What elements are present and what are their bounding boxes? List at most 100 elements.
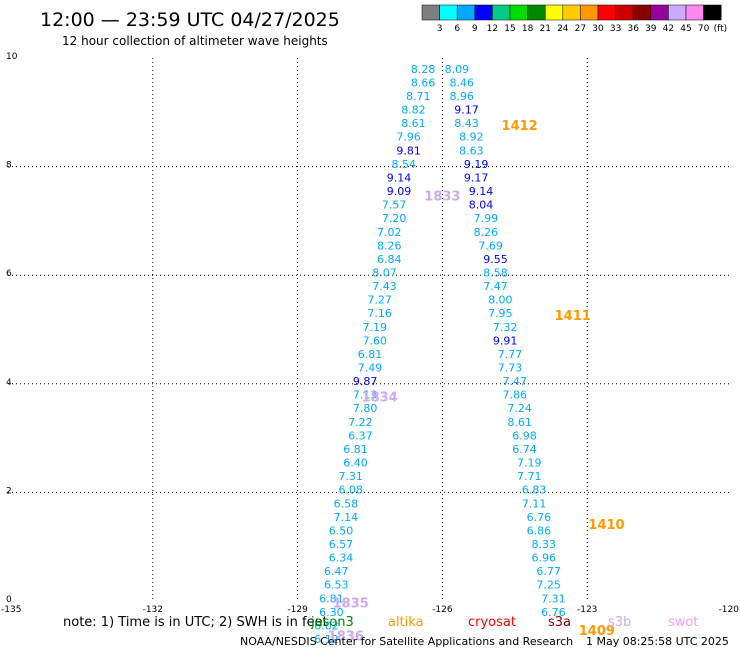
y-tick-label: 0	[6, 595, 12, 605]
scale-swatch	[650, 4, 669, 21]
scale-swatch	[632, 4, 652, 21]
wave-height-point: 7.77	[498, 348, 523, 361]
wave-height-point: 6.76	[541, 606, 566, 619]
wave-height-point: 8.33	[532, 538, 557, 551]
scale-swatch	[439, 4, 458, 21]
wave-height-point: 6.81	[358, 348, 383, 361]
scale-swatch	[492, 4, 511, 21]
wave-height-point: 8.66	[411, 76, 436, 89]
wave-height-point: 6.74	[512, 443, 537, 456]
wave-height-point: 7.22	[348, 416, 373, 429]
scale-label: 21	[539, 24, 550, 34]
scale-label: 15	[504, 24, 515, 34]
wave-height-point: 8.61	[507, 416, 532, 429]
wave-height-point: 6.84	[377, 253, 402, 266]
scale-swatch	[615, 4, 634, 21]
wave-height-point: 7.25	[536, 579, 561, 592]
wave-height-point: 7.32	[493, 321, 518, 334]
scale-label: 45	[680, 24, 691, 34]
scale-label: 6	[454, 24, 460, 34]
satellite-legend-s3a: s3a	[548, 615, 571, 630]
scale-label: 33	[610, 24, 621, 34]
timestamp-text: 1 May 08:25:58 UTC 2025	[586, 635, 729, 648]
wave-height-point: 7.11	[522, 497, 547, 510]
pass-label: 1410	[588, 518, 624, 533]
wave-height-point: 8.46	[449, 76, 474, 89]
wave-height-point: 7.24	[507, 402, 532, 415]
wave-height-point: 8.26	[377, 239, 402, 252]
scale-swatch	[685, 4, 704, 21]
wave-height-point: 6.53	[324, 579, 349, 592]
wave-height-point: 6.76	[527, 511, 552, 524]
wave-height-point: 8.71	[406, 90, 431, 103]
scale-label: 39	[645, 24, 657, 34]
wave-height-point: 6.50	[329, 524, 354, 537]
wave-height-point: 8.58	[483, 266, 508, 279]
scale-label: 27	[575, 24, 586, 34]
wave-height-point: 7.19	[517, 457, 542, 470]
wave-height-point: 7.47	[503, 375, 528, 388]
scale-swatch	[474, 4, 493, 21]
y-tick-label: 4	[6, 378, 12, 388]
wave-height-point: 7.47	[483, 280, 508, 293]
wave-height-point: 8.61	[401, 117, 426, 130]
wave-height-point: 8.00	[488, 294, 513, 307]
wave-height-point: 9.87	[353, 375, 378, 388]
wave-height-point: 7.27	[367, 294, 392, 307]
wave-height-point: 7.02	[377, 226, 402, 239]
scale-label: 70	[698, 24, 710, 34]
chart-title: 12:00 — 23:59 UTC 04/27/2025	[40, 9, 340, 31]
wave-height-point: 6.81	[343, 443, 368, 456]
wave-height-point: 7.99	[474, 212, 499, 225]
wave-height-point: 6.83	[522, 484, 547, 497]
data-points: 8.288.668.718.828.617.969.818.549.149.09…	[314, 63, 565, 646]
wave-height-point: 7.80	[353, 402, 378, 415]
scale-swatch	[703, 4, 722, 21]
wave-height-point: 9.55	[483, 253, 508, 266]
wave-height-point: 7.20	[382, 212, 407, 225]
grid	[8, 58, 732, 601]
scale-label: 42	[663, 24, 674, 34]
wave-height-point: 7.73	[498, 362, 523, 375]
x-tick-label: -123	[577, 605, 597, 615]
wave-height-point: 8.26	[474, 226, 499, 239]
satellite-legend-altika: altika	[388, 615, 424, 630]
wave-height-point: 8.04	[469, 199, 494, 212]
x-tick-label: -129	[287, 605, 308, 615]
pass-label: 1835	[333, 597, 369, 612]
wave-height-point: 6.30	[319, 606, 344, 619]
scale-swatch	[544, 4, 564, 21]
wave-height-point: 6.37	[348, 429, 373, 442]
wave-height-point: 6.77	[536, 565, 561, 578]
scale-label: 18	[522, 24, 534, 34]
wave-height-point: 9.14	[469, 185, 494, 198]
wave-height-point: 6.08	[338, 484, 363, 497]
wave-height-point: 9.91	[493, 334, 518, 347]
pass-label: 1411	[555, 309, 591, 324]
wave-height-point: 8.63	[459, 144, 484, 157]
scale-swatch	[597, 4, 616, 21]
x-tick-label: -120	[719, 605, 740, 615]
color-scale-legend: 3 6 9 12 15 18 21 24 27 30 33 36 39 42 45 70 (ft)	[421, 4, 728, 34]
pass-label: 1409	[579, 624, 615, 639]
scale-unit: (ft)	[714, 24, 728, 34]
scale-swatch	[456, 4, 476, 21]
wave-height-point: 6.34	[329, 552, 354, 565]
scale-label: 12	[487, 24, 498, 34]
wave-height-point: 6.47	[324, 565, 349, 578]
scale-label: 9	[472, 24, 478, 34]
wave-height-point: 7.71	[517, 470, 542, 483]
wave-height-point: 8.92	[459, 131, 484, 144]
scale-label: 36	[627, 24, 639, 34]
wave-height-point: 9.14	[387, 171, 412, 184]
pass-labels: 1412 1833 1411 1834 1410 1835 1409 1836	[328, 119, 625, 644]
scale-swatch	[509, 4, 528, 21]
y-tick-label: 6	[6, 269, 12, 279]
wave-height-point: 7.14	[334, 511, 359, 524]
chart-subtitle: 12 hour collection of altimeter wave hei…	[62, 34, 328, 48]
wave-height-point: 8.82	[401, 104, 426, 117]
wave-height-point: 9.81	[396, 144, 421, 157]
scale-swatch	[421, 4, 440, 21]
wave-height-point: 8.07	[372, 266, 397, 279]
